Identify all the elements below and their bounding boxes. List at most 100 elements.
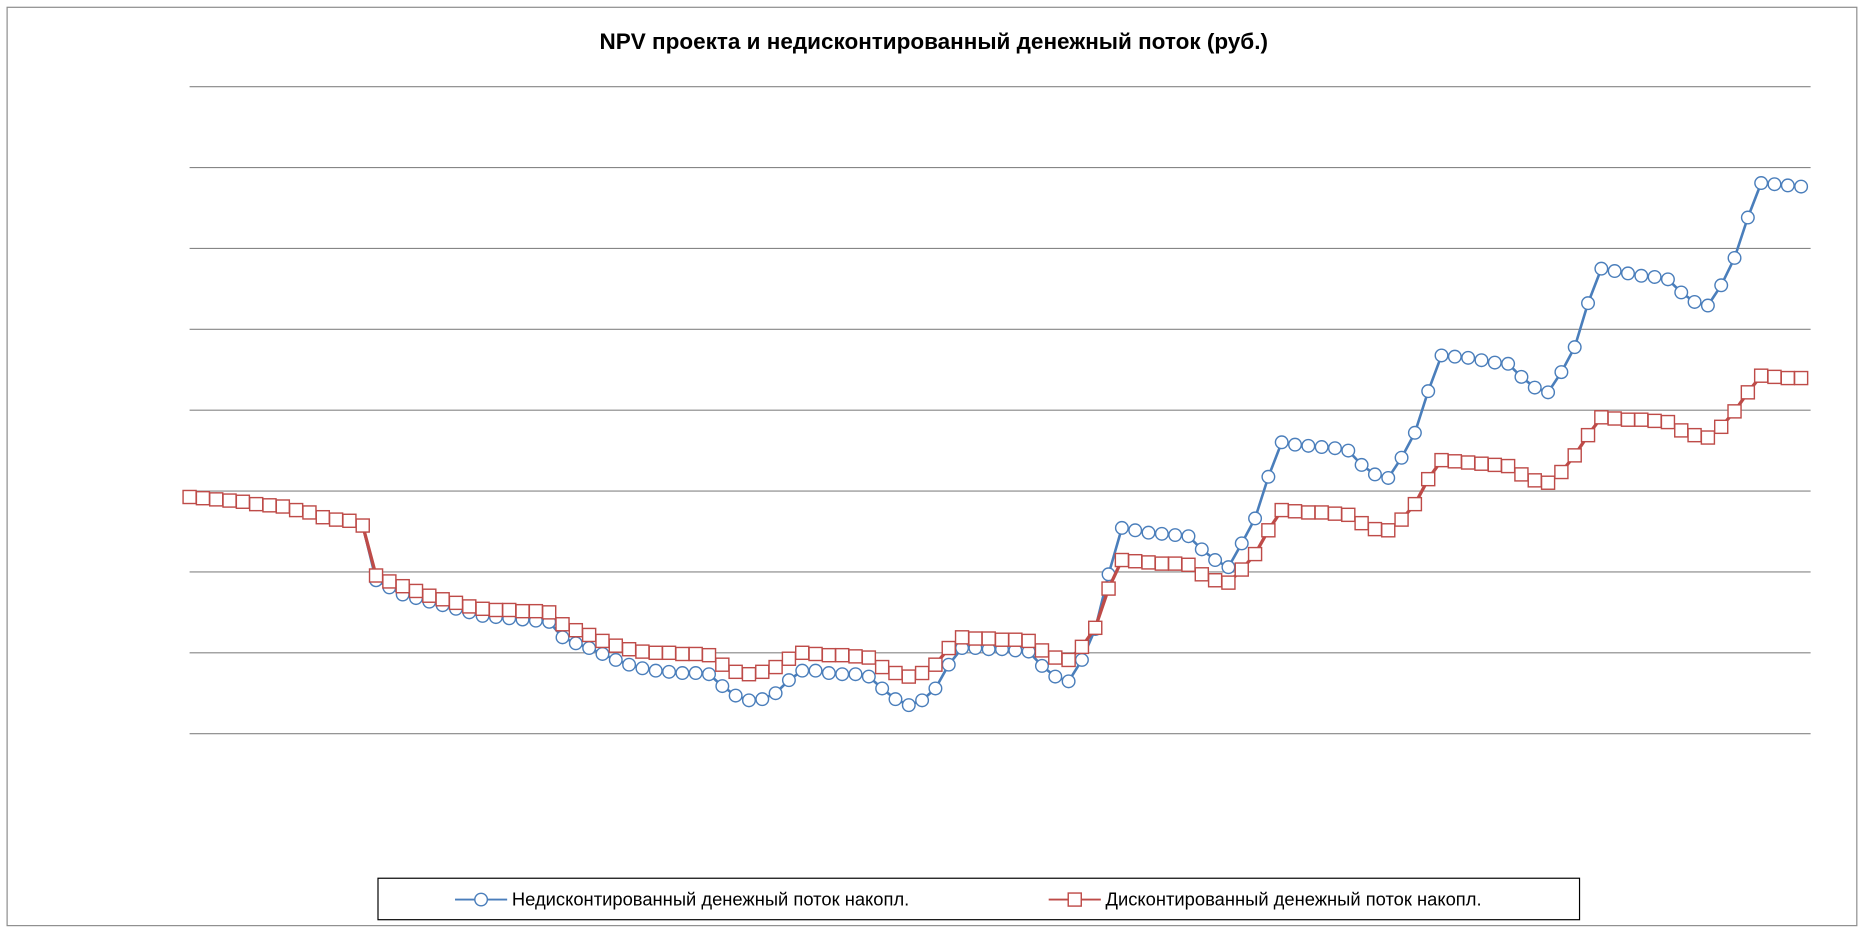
marker: [1048, 650, 1063, 665]
marker: [568, 636, 583, 651]
marker: [1434, 452, 1449, 468]
marker: [848, 667, 863, 682]
marker: [1327, 441, 1342, 456]
marker: [1048, 669, 1063, 684]
marker: [1607, 411, 1622, 426]
marker: [1407, 496, 1423, 512]
marker: [1460, 455, 1476, 470]
marker: [874, 659, 890, 675]
grid: [189, 86, 1811, 735]
series: [182, 368, 1809, 684]
marker: [1314, 440, 1329, 455]
plot-area: [182, 176, 1809, 713]
marker: [835, 667, 850, 682]
marker: [262, 498, 277, 513]
marker: [981, 631, 996, 646]
marker: [914, 665, 930, 681]
marker: [1567, 340, 1582, 355]
marker: [1074, 639, 1090, 655]
marker: [541, 605, 557, 620]
marker: [1154, 556, 1170, 571]
marker: [248, 496, 264, 512]
marker: [1341, 443, 1356, 458]
marker: [275, 499, 291, 514]
marker: [1794, 179, 1809, 194]
marker: [1008, 632, 1023, 647]
chart-frame: [6, 6, 1858, 927]
marker: [768, 686, 783, 701]
marker: [715, 679, 730, 694]
marker: [1341, 507, 1356, 523]
marker: [808, 663, 823, 678]
marker: [315, 509, 331, 525]
marker: [1727, 250, 1742, 265]
marker: [741, 666, 757, 682]
marker: [1607, 264, 1622, 279]
marker: [621, 641, 637, 657]
marker: [1754, 176, 1769, 191]
marker: [1647, 413, 1662, 429]
marker: [795, 645, 810, 661]
marker: [1234, 562, 1249, 577]
marker: [1580, 427, 1596, 443]
marker: [1447, 349, 1462, 364]
marker: [1541, 385, 1556, 400]
marker: [1141, 525, 1156, 540]
marker: [1207, 573, 1223, 588]
marker: [888, 665, 903, 681]
marker: [741, 693, 756, 708]
marker: [1753, 368, 1769, 383]
marker: [808, 646, 823, 662]
marker: [1261, 523, 1276, 538]
marker: [1687, 294, 1702, 309]
marker: [1314, 505, 1329, 520]
marker: [1660, 272, 1675, 287]
marker: [1793, 370, 1809, 386]
marker: [368, 568, 384, 583]
marker: [355, 518, 370, 533]
marker: [1127, 553, 1143, 569]
marker: [1101, 581, 1116, 596]
marker: [861, 669, 876, 684]
marker: [781, 673, 796, 688]
marker: [781, 651, 797, 666]
marker: [941, 640, 956, 656]
marker: [528, 603, 544, 619]
marker: [1474, 353, 1489, 368]
marker: [1447, 454, 1463, 469]
marker: [182, 489, 197, 505]
marker: [622, 657, 637, 672]
marker: [1288, 437, 1303, 452]
marker: [1221, 560, 1236, 575]
marker: [662, 664, 677, 679]
marker: [954, 630, 970, 645]
marker: [1034, 643, 1050, 658]
marker: [848, 649, 863, 664]
marker: [648, 663, 663, 678]
marker: [635, 661, 650, 676]
marker: [1420, 471, 1436, 487]
marker: [1780, 370, 1796, 386]
marker: [1128, 523, 1143, 538]
marker: [1554, 464, 1569, 480]
marker: [1434, 348, 1449, 363]
marker: [1740, 210, 1755, 225]
marker: [595, 646, 610, 661]
marker: [928, 681, 943, 696]
marker: [1554, 365, 1569, 380]
marker: [1274, 435, 1289, 450]
marker: [1620, 412, 1636, 427]
marker: [1567, 448, 1582, 463]
marker: [768, 659, 783, 675]
marker: [1194, 542, 1209, 557]
marker: [581, 627, 597, 643]
marker: [1301, 438, 1316, 453]
marker: [1034, 658, 1049, 673]
marker: [1674, 285, 1689, 300]
marker: [901, 669, 917, 684]
marker: [608, 652, 623, 667]
marker: [288, 502, 304, 518]
marker: [1181, 529, 1196, 544]
